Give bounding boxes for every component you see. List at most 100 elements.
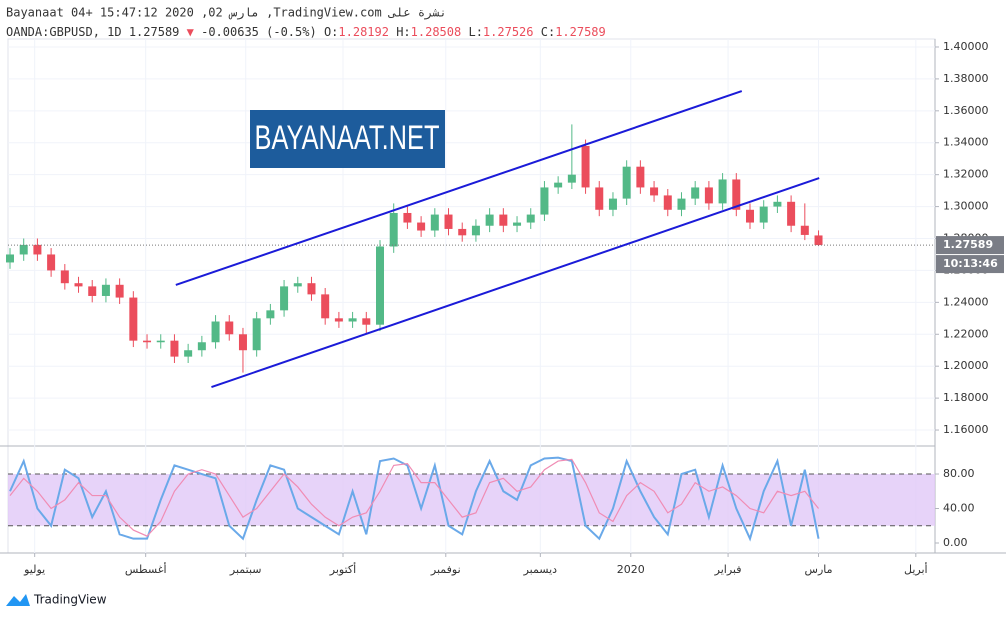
- candle-body: [636, 166, 645, 188]
- candle-body: [280, 286, 289, 311]
- candle-body: [595, 187, 604, 210]
- candle-body: [321, 294, 330, 319]
- candle-body: [197, 342, 206, 351]
- candle-body: [581, 145, 590, 188]
- candle-body: [608, 198, 617, 210]
- c-value: 1.27589: [555, 25, 606, 39]
- candle-body: [430, 214, 439, 231]
- candle-body: [60, 270, 69, 284]
- candle-body: [691, 187, 700, 199]
- y-tick-label: 1.32000: [943, 168, 989, 181]
- logo-box: [250, 110, 445, 168]
- candle-body: [622, 166, 631, 199]
- marks: [6, 90, 935, 542]
- header-line: Bayanaat 04+ 15:47:12 2020 ,02 مارس ,Tra…: [6, 6, 447, 21]
- down-arrow: ▼: [187, 25, 195, 39]
- x-tick-label: أغسطس: [125, 562, 167, 576]
- x-tick-label: نوفمبر: [430, 563, 461, 576]
- candle-body: [129, 297, 138, 341]
- candle-body: [170, 340, 179, 357]
- candle-body: [663, 195, 672, 210]
- band: [8, 474, 935, 526]
- x-tick-label: مارس: [805, 563, 833, 576]
- y-tick-label: 1.38000: [943, 72, 989, 85]
- candle-body: [101, 284, 110, 296]
- candle-body: [746, 209, 755, 223]
- candle-body: [677, 198, 686, 210]
- l-value: 1.27526: [483, 25, 534, 39]
- y-tick-label: 1.18000: [943, 391, 989, 404]
- candle-body: [567, 174, 576, 183]
- c-label: C:: [541, 25, 555, 39]
- y-tick-label: 1.20000: [943, 359, 989, 372]
- candle-body: [513, 222, 522, 226]
- candle-body: [471, 225, 480, 236]
- stoch-line: [9, 458, 819, 537]
- candle-body: [485, 214, 494, 226]
- candle-body: [252, 318, 261, 351]
- last-price-box: [936, 236, 1004, 255]
- y-tick-label: 1.36000: [943, 104, 989, 117]
- candle-body: [650, 187, 659, 196]
- candle-body: [732, 179, 741, 210]
- y-tick-label: 40.00: [943, 502, 975, 515]
- header-ohlc: OANDA:GBPUSD, 1D 1.27589 ▼ -0.00635 (-0.…: [6, 25, 606, 39]
- candle-body: [184, 350, 193, 357]
- candle-body: [389, 212, 398, 247]
- o-label: O:: [324, 25, 338, 39]
- candle-body: [499, 214, 508, 226]
- y-tick-label: 1.16000: [943, 423, 989, 436]
- x-tick-label: ديسمبر: [523, 563, 558, 576]
- candle-body: [814, 235, 823, 246]
- candle-body: [334, 318, 343, 322]
- candle-body: [444, 214, 453, 229]
- symbol: OANDA:GBPUSD, 1D: [6, 25, 122, 39]
- footer-icon: [6, 594, 30, 606]
- candle-body: [348, 318, 357, 322]
- y-tick-label: 1.24000: [943, 295, 989, 308]
- trend-line: [211, 177, 820, 389]
- candle-body: [417, 222, 426, 231]
- candle-body: [266, 310, 275, 319]
- candle-body: [225, 321, 234, 335]
- y-tick-label: 1.40000: [943, 40, 989, 53]
- candle-body: [540, 187, 549, 215]
- candle-body: [704, 187, 713, 204]
- last-price-label: 1.27589: [943, 238, 993, 251]
- countdown-label: 10:13:46: [943, 257, 998, 270]
- candle-body: [74, 283, 83, 287]
- h-label: H:: [396, 25, 410, 39]
- candle-body: [718, 179, 727, 204]
- x-tick-label: يوليو: [23, 563, 45, 576]
- candle-body: [787, 201, 796, 226]
- candle-body: [458, 228, 467, 236]
- candle-body: [115, 284, 124, 298]
- candle-body: [6, 254, 15, 263]
- footer-text: TradingView: [33, 593, 107, 607]
- candle-body: [238, 334, 247, 351]
- y-tick-label: 0.00: [943, 536, 968, 549]
- x-tick-label: سبتمبر: [229, 563, 262, 576]
- candle-body: [800, 225, 809, 235]
- countdown-box: [936, 255, 1004, 274]
- x-tick-label: فبراير: [714, 563, 742, 576]
- candle-body: [773, 201, 782, 207]
- candle-body: [526, 214, 535, 223]
- candle-body: [143, 340, 152, 343]
- candle-body: [156, 340, 165, 343]
- y-tick-label: 1.30000: [943, 200, 989, 213]
- y-tick-label: 1.22000: [943, 327, 989, 340]
- candle-body: [554, 182, 563, 188]
- logo-text: BAYANAAT.NET: [255, 119, 440, 157]
- candle-body: [759, 206, 768, 223]
- candle-body: [403, 212, 412, 223]
- change: -0.00635 (-0.5%): [201, 25, 317, 39]
- l-label: L:: [468, 25, 482, 39]
- candle-body: [362, 318, 371, 325]
- last-price: 1.27589: [129, 25, 180, 39]
- footer-logo: TradingView: [6, 593, 107, 607]
- h-value: 1.28508: [411, 25, 462, 39]
- candle-body: [88, 286, 97, 296]
- y-tick-label: 1.34000: [943, 136, 989, 149]
